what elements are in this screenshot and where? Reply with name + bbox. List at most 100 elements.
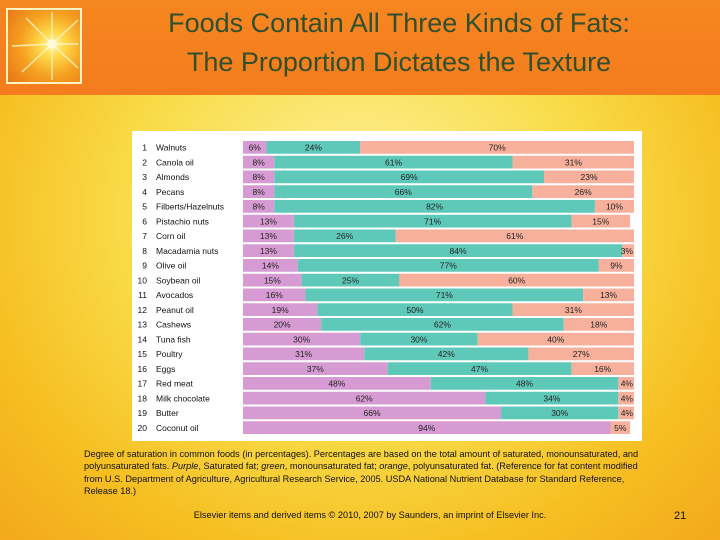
polyunsaturated-bar-segment xyxy=(618,406,634,420)
food-label: Pecans xyxy=(156,187,184,197)
row-number: 5 xyxy=(142,202,147,212)
row-number: 1 xyxy=(142,143,147,153)
saturated-data-label: 37% xyxy=(307,364,324,374)
polyunsaturated-data-label: 61% xyxy=(506,231,523,241)
polyunsaturated-bar-segment xyxy=(395,229,634,243)
caption-orange: orange xyxy=(379,461,408,472)
food-label: Pistachio nuts xyxy=(156,216,209,226)
monounsaturated-data-label: 82% xyxy=(426,202,443,212)
row-number: 20 xyxy=(138,423,148,433)
caption-purple: Purple xyxy=(171,461,199,472)
saturated-data-label: 48% xyxy=(328,379,345,389)
polyunsaturated-bar-segment xyxy=(532,185,634,198)
polyunsaturated-data-label: 4% xyxy=(621,408,634,418)
monounsaturated-bar-segment xyxy=(364,347,529,361)
caption-text-1: Degree of saturation in common foods (in… xyxy=(84,449,639,472)
saturated-data-label: 8% xyxy=(252,202,265,212)
polyunsaturated-bar-segment xyxy=(622,244,634,257)
polyunsaturated-data-label: 18% xyxy=(590,320,607,330)
row-number: 17 xyxy=(138,379,148,389)
saturated-bar-segment xyxy=(243,155,275,169)
monounsaturated-bar-segment xyxy=(485,391,619,405)
monounsaturated-data-label: 30% xyxy=(410,334,427,344)
monounsaturated-data-label: 34% xyxy=(543,393,560,403)
polyunsaturated-bar-segment xyxy=(477,332,634,346)
food-label: Red meat xyxy=(156,379,193,389)
polyunsaturated-bar-segment xyxy=(598,259,634,272)
saturated-data-label: 30% xyxy=(293,334,310,344)
polyunsaturated-bar-segment xyxy=(594,200,634,213)
monounsaturated-bar-segment xyxy=(305,288,584,302)
monounsaturated-data-label: 84% xyxy=(450,246,467,256)
polyunsaturated-bar-segment xyxy=(528,347,634,361)
polyunsaturated-data-label: 9% xyxy=(610,261,623,271)
monounsaturated-bar-segment xyxy=(293,229,396,243)
row-number: 12 xyxy=(138,305,148,315)
polyunsaturated-bar-segment xyxy=(618,391,634,405)
monounsaturated-bar-segment xyxy=(317,303,513,316)
food-label: Filberts/Hazelnuts xyxy=(156,202,224,212)
slide-title-line-2: The Proportion Dictates the Texture xyxy=(186,47,612,77)
page-number: 21 xyxy=(674,510,687,522)
monounsaturated-data-label: 25% xyxy=(342,275,359,285)
polyunsaturated-data-label: 4% xyxy=(621,379,634,389)
polyunsaturated-bar-segment xyxy=(512,303,634,316)
caption-text-4: , polyunsaturated fat. (Reference for fa… xyxy=(84,461,638,496)
polyunsaturated-bar-segment xyxy=(583,288,634,302)
food-label: Poultry xyxy=(156,349,183,359)
saturated-bar-segment xyxy=(243,347,365,361)
food-label: Coconut oil xyxy=(156,423,199,433)
saturated-bar-segment xyxy=(243,259,298,272)
saturated-bar-segment xyxy=(243,273,302,287)
monounsaturated-data-label: 62% xyxy=(434,320,451,330)
food-label: Eggs xyxy=(156,364,175,374)
monounsaturated-bar-segment xyxy=(274,200,595,213)
monounsaturated-data-label: 30% xyxy=(551,408,568,418)
food-label: Corn oil xyxy=(156,231,185,241)
monounsaturated-data-label: 71% xyxy=(424,216,441,226)
monounsaturated-data-label: 77% xyxy=(440,261,457,271)
saturated-data-label: 13% xyxy=(260,216,277,226)
polyunsaturated-data-label: 27% xyxy=(573,349,590,359)
saturated-data-label: 8% xyxy=(252,187,265,197)
saturated-bar-segment xyxy=(243,185,275,198)
polyunsaturated-data-label: 60% xyxy=(508,275,525,285)
row-number: 7 xyxy=(142,231,147,241)
row-number: 6 xyxy=(142,216,147,226)
food-label: Olive oil xyxy=(156,261,186,271)
saturated-data-label: 19% xyxy=(272,305,289,315)
monounsaturated-data-label: 69% xyxy=(401,172,418,182)
polyunsaturated-data-label: 3% xyxy=(621,246,634,256)
polyunsaturated-bar-segment xyxy=(399,273,634,287)
orange-slice-icon xyxy=(11,12,79,80)
saturated-bar-segment xyxy=(243,200,275,213)
saturated-data-label: 8% xyxy=(252,157,265,167)
polyunsaturated-data-label: 15% xyxy=(592,216,609,226)
saturated-bar-segment xyxy=(243,377,431,390)
saturated-bar-segment xyxy=(243,141,267,154)
row-number: 11 xyxy=(138,290,147,300)
food-label: Avocados xyxy=(156,290,193,300)
polyunsaturated-data-label: 31% xyxy=(565,305,582,315)
saturated-data-label: 13% xyxy=(260,246,277,256)
monounsaturated-bar-segment xyxy=(297,259,599,272)
polyunsaturated-bar-segment xyxy=(618,377,634,390)
saturated-data-label: 66% xyxy=(364,408,381,418)
row-number: 2 xyxy=(142,157,147,167)
monounsaturated-bar-segment xyxy=(430,377,619,390)
food-label: Tuna fish xyxy=(156,334,191,344)
slide-title-line-1: Foods Contain All Three Kinds of Fats: xyxy=(168,8,630,38)
saturated-bar-segment xyxy=(243,332,361,346)
citrus-logo-image xyxy=(6,8,82,84)
caption-text-3: , monounsaturated fat; xyxy=(284,461,380,472)
polyunsaturated-data-label: 13% xyxy=(600,290,617,300)
polyunsaturated-data-label: 23% xyxy=(581,172,598,182)
polyunsaturated-bar-segment xyxy=(571,214,631,228)
saturated-data-label: 6% xyxy=(249,143,262,153)
row-number: 3 xyxy=(142,172,147,182)
saturated-bar-segment xyxy=(243,391,486,405)
polyunsaturated-bar-segment xyxy=(571,362,634,375)
polyunsaturated-data-label: 5% xyxy=(614,423,627,433)
row-number: 14 xyxy=(138,334,148,344)
copyright-footer: Elsevier items and derived items © 2010,… xyxy=(193,510,547,520)
